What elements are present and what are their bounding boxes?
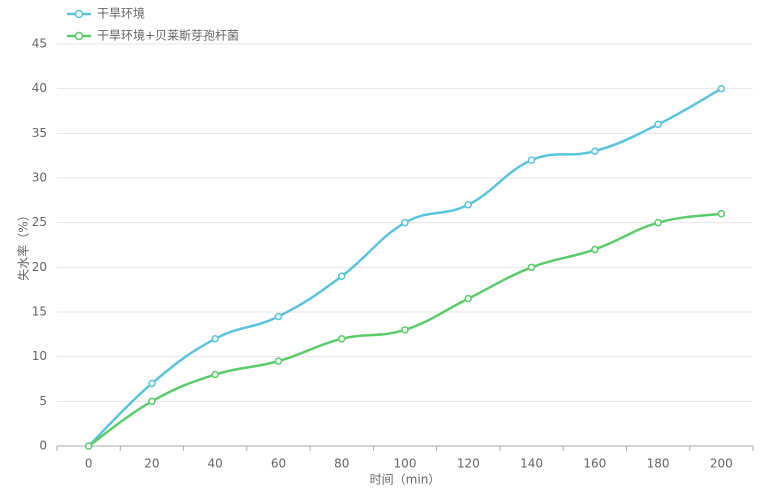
point — [148, 379, 156, 388]
x-tick-label: 60 — [271, 457, 286, 471]
y-tick-label: 25 — [32, 215, 47, 229]
point — [84, 442, 93, 450]
y-tick-label: 30 — [32, 171, 47, 185]
point — [337, 272, 346, 281]
y-tick-label: 35 — [32, 126, 47, 140]
x-tick-label: 100 — [394, 457, 417, 471]
y-tick-label: 40 — [32, 81, 47, 95]
point — [464, 294, 473, 303]
point — [274, 312, 283, 321]
x-tick-label: 120 — [457, 457, 480, 471]
y-tick-label: 10 — [32, 349, 47, 363]
y-tick-label: 45 — [32, 37, 47, 51]
legend-label: 干旱环境 — [97, 6, 145, 21]
point — [401, 326, 409, 334]
y-tick-label: 5 — [39, 394, 47, 408]
point — [591, 245, 599, 254]
x-tick-label: 80 — [334, 457, 349, 471]
point — [527, 156, 536, 164]
x-tick-label: 20 — [144, 457, 159, 471]
point — [211, 335, 219, 343]
point — [401, 218, 409, 227]
y-axis-title: 失水率（%） — [16, 209, 31, 280]
legend-marker — [74, 31, 84, 41]
point — [654, 218, 662, 227]
y-tick-label: 0 — [39, 439, 47, 453]
x-tick-label: 200 — [710, 457, 733, 471]
x-tick-label: 180 — [647, 457, 670, 471]
x-axis-title: 时间（min） — [370, 473, 441, 487]
y-tick-label: 20 — [32, 260, 47, 274]
point — [717, 84, 726, 93]
legend-label: 干旱环境+贝莱斯芽孢杆菌 — [97, 28, 239, 43]
point — [717, 209, 726, 218]
point — [654, 120, 662, 129]
y-tick-label: 15 — [32, 305, 47, 319]
x-tick-label: 0 — [85, 457, 93, 471]
x-tick-label: 140 — [520, 457, 543, 471]
x-tick-label: 160 — [583, 457, 606, 471]
legend-marker — [74, 9, 84, 19]
x-tick-label: 40 — [208, 457, 223, 471]
point — [591, 147, 599, 155]
point — [337, 335, 346, 343]
point — [527, 263, 536, 272]
point — [274, 357, 283, 365]
point — [148, 397, 156, 406]
point — [464, 201, 473, 209]
point — [211, 370, 219, 379]
